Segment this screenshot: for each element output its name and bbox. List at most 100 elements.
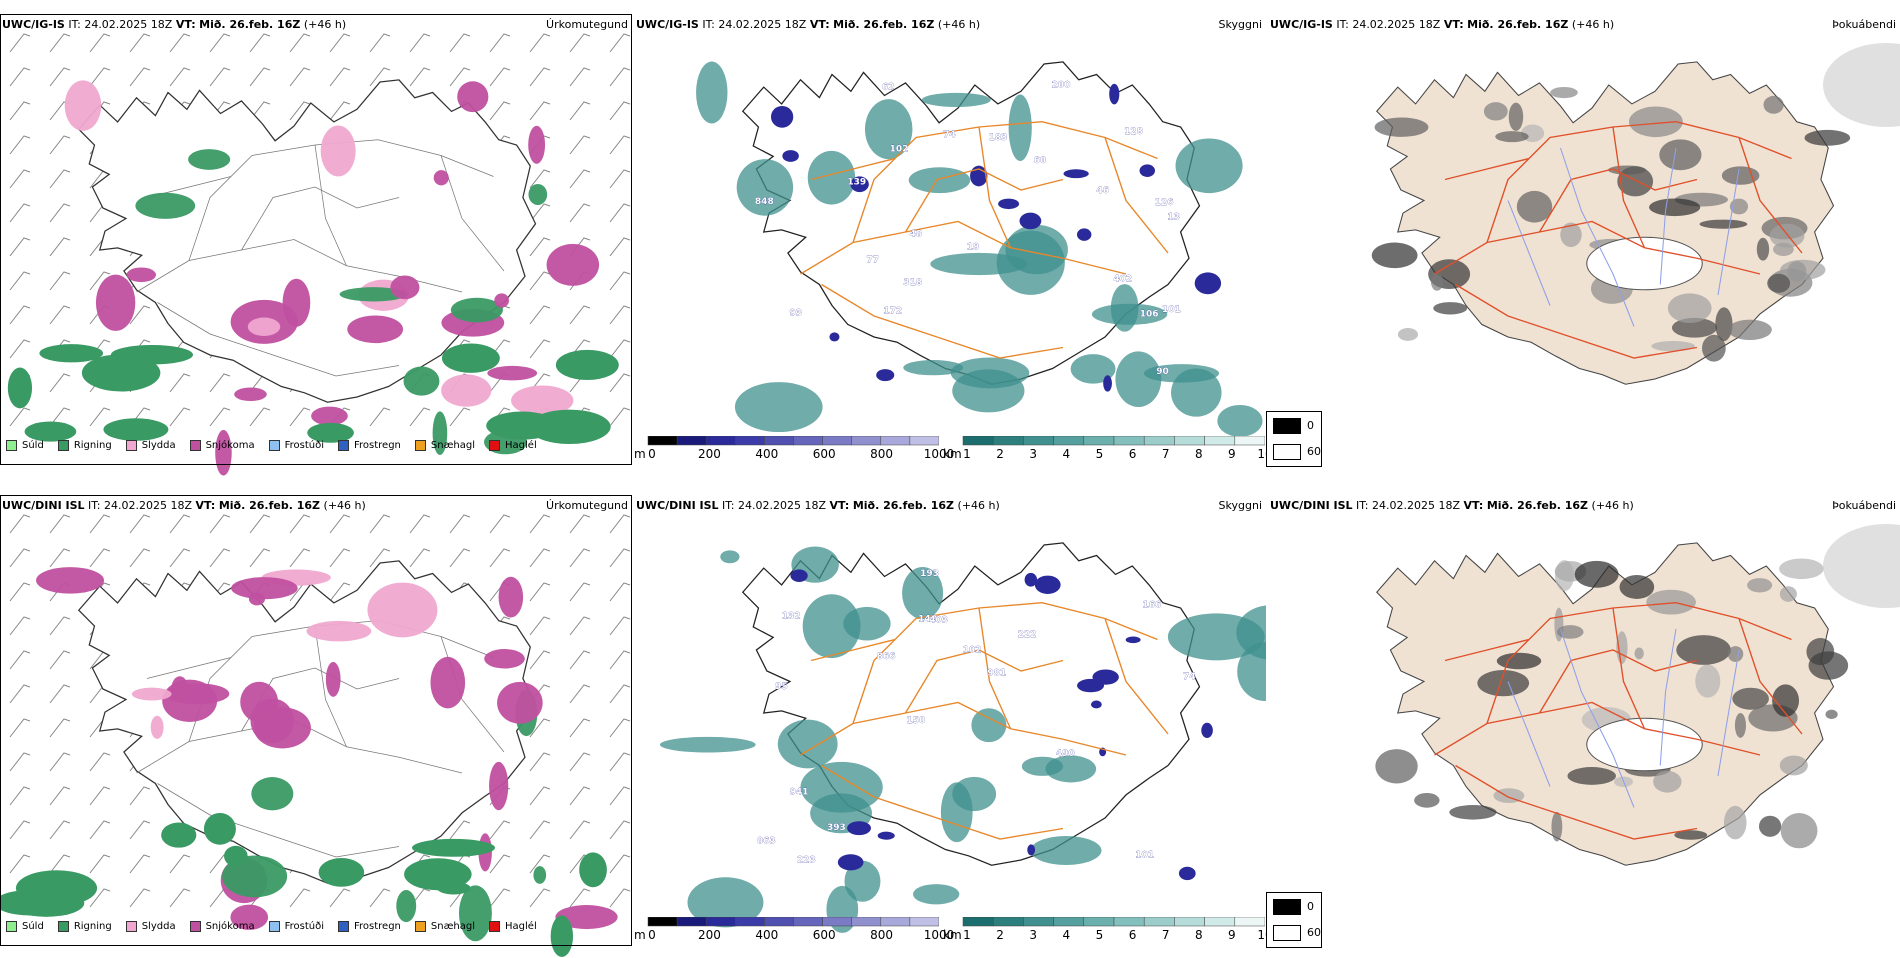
precip-area (231, 577, 298, 600)
wind-barb (409, 67, 431, 87)
wind-barb (409, 514, 431, 534)
wind-barb (369, 33, 391, 53)
precip-area (311, 406, 348, 426)
wind-barb (409, 33, 431, 53)
wind-barb (129, 67, 151, 87)
fog-panel-top: UWC/IG-IS IT: 24.02.2025 18Z VT: Mið. 26… (1268, 12, 1900, 477)
low-visibility-area (908, 167, 971, 194)
wind-barb (49, 135, 71, 155)
colorbar-segment (1053, 917, 1085, 927)
ceiling-value-label: 93 (789, 308, 802, 318)
wind-barb (529, 888, 551, 908)
fog-area (1747, 578, 1773, 593)
precip-area (511, 385, 574, 416)
wind-barb (329, 582, 351, 602)
colorbar-segment (880, 917, 911, 927)
road-line (1738, 137, 1803, 254)
precip-area (339, 287, 407, 302)
wind-barb (129, 514, 151, 534)
wind-barb (609, 407, 631, 427)
fog-area (1646, 589, 1696, 615)
wind-barb (529, 752, 551, 772)
wind-barb (569, 101, 591, 121)
road-line (1455, 764, 1698, 840)
wind-barb (89, 786, 111, 806)
low-visibility-area (903, 360, 964, 376)
river-line (1507, 681, 1551, 787)
fog-area (1723, 805, 1747, 840)
low-ceiling-area (1019, 212, 1042, 230)
wind-barb (9, 854, 31, 874)
colorbar-segment (735, 436, 765, 446)
wind-barb (329, 888, 351, 908)
low-ceiling-area (782, 150, 799, 162)
fog-area (1806, 638, 1835, 666)
low-ceiling-area (790, 569, 808, 583)
fog-area (1560, 222, 1582, 248)
precip-area (546, 243, 600, 286)
precip-legend-item: Snjókoma (189, 440, 255, 451)
colorbar-tick-label: 1 (963, 928, 971, 942)
colorbar-tick-label: 4 (1062, 447, 1071, 461)
fog-area (1607, 165, 1647, 175)
road-line (157, 783, 400, 858)
precip-area (458, 885, 492, 942)
ceiling-value-label: 150 (906, 716, 925, 726)
fog-legend-top: 0 60 (1266, 411, 1322, 467)
precip-legend-item: Slydda (125, 921, 176, 932)
wind-barb (569, 305, 591, 325)
wind-barb (529, 548, 551, 568)
wind-barb (529, 582, 551, 602)
low-ceiling-area (1063, 169, 1089, 179)
wind-barb (169, 888, 191, 908)
wind-barb (169, 373, 191, 393)
low-ceiling-area (998, 198, 1020, 210)
ceiling-value-label: 102 (890, 144, 909, 154)
colorbar-segment (1113, 917, 1145, 927)
precip-area (247, 317, 281, 336)
precip-type-panel-top: UWC/IG-IS IT: 24.02.2025 18Z VT: Mið. 26… (0, 12, 632, 477)
precip-type-map (0, 514, 631, 958)
ceiling-value-label: 166 (1143, 601, 1162, 611)
precip-area (64, 80, 102, 131)
rain-area (39, 344, 104, 363)
wind-barb (569, 616, 591, 636)
low-visibility-area (1008, 94, 1032, 162)
colorbar-segment (647, 436, 678, 446)
wind-barb (329, 67, 351, 87)
fog-area (1397, 328, 1419, 341)
wind-barb (9, 101, 31, 121)
wind-barb (569, 820, 591, 840)
wind-barb (9, 514, 31, 534)
low-ceiling-area (1090, 700, 1102, 709)
fog-area (1653, 770, 1682, 793)
wind-barb (529, 718, 551, 738)
ceiling-value-label: 318 (903, 278, 922, 288)
precip-area (494, 293, 510, 308)
road-line (1104, 618, 1169, 735)
low-visibility-area (659, 736, 756, 753)
colorbar-tick-label: 3 (1029, 447, 1038, 461)
wind-barb (9, 582, 31, 602)
precip-area (367, 582, 438, 638)
visibility-panel-top: 102 126 60 13 48 101 318 200 106 128 139 402 46 172 93… (634, 12, 1266, 477)
precip-area (533, 866, 547, 884)
precip-area (441, 374, 492, 407)
panel-header: UWC/DINI ISL IT: 24.02.2025 18Z VT: Mið.… (636, 499, 1000, 512)
fog-area (1756, 237, 1770, 261)
road-line (1738, 618, 1803, 735)
ceiling-value-label: 101 (1135, 850, 1154, 860)
precip-legend-item: Rigning (57, 921, 112, 932)
fog-area (1551, 811, 1563, 842)
colorbar-tick-label: 600 (812, 447, 836, 461)
colorbar-segment (793, 917, 823, 927)
low-visibility-area (950, 357, 1030, 389)
road-line (1538, 168, 1698, 233)
wind-barb (409, 407, 431, 427)
fog-legend-light-label: 60 (1307, 926, 1321, 939)
fog-area (1701, 334, 1726, 362)
low-ceiling-area (1034, 575, 1061, 594)
wind-barb (609, 650, 631, 670)
wind-barb (9, 271, 31, 291)
colorbar-tick-label: 0 (648, 447, 656, 461)
